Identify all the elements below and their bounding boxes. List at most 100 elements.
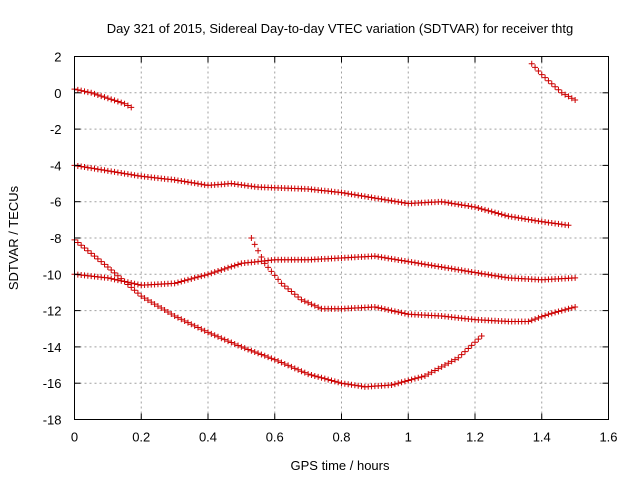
data-point: [388, 255, 395, 262]
data-point: [545, 77, 552, 84]
data-point: [468, 342, 475, 349]
data-point: [191, 274, 198, 281]
data-point: [101, 167, 108, 174]
data-point: [161, 307, 168, 314]
data-point: [101, 94, 108, 101]
data-point: [502, 274, 509, 281]
data-point: [174, 177, 181, 184]
data-point: [111, 276, 118, 283]
y-axis-label: SDTVAR / TECUs: [6, 185, 21, 290]
data-point: [458, 267, 465, 274]
data-point: [285, 285, 292, 292]
data-point: [225, 338, 232, 345]
data-point: [298, 296, 305, 303]
data-point: [124, 171, 131, 178]
data-point: [131, 287, 138, 294]
data-point: [371, 195, 378, 202]
x-tick-label: 0.6: [266, 430, 284, 445]
data-point: [198, 326, 205, 333]
data-point: [108, 266, 115, 273]
data-point: [74, 86, 81, 93]
data-point: [451, 266, 458, 273]
data-point: [358, 383, 365, 390]
data-point: [468, 203, 475, 210]
data-point: [178, 178, 185, 185]
data-point: [565, 93, 572, 100]
data-point: [255, 247, 262, 254]
data-point: [411, 375, 418, 382]
data-point: [168, 311, 175, 318]
data-point: [338, 189, 345, 196]
data-point: [221, 265, 228, 272]
data-point: [512, 214, 519, 221]
data-point: [118, 170, 125, 177]
data-point: [485, 207, 492, 214]
data-point: [305, 299, 312, 306]
series-sat-a: [71, 86, 135, 111]
data-point: [421, 261, 428, 268]
data-point: [435, 263, 442, 270]
data-point: [351, 382, 358, 389]
data-point: [388, 197, 395, 204]
data-point: [275, 276, 282, 283]
data-point: [455, 354, 462, 361]
data-point: [472, 339, 478, 346]
data-point: [355, 192, 362, 199]
data-point: [562, 91, 569, 98]
y-tick-label: -8: [50, 231, 62, 246]
x-tick-label: 0: [71, 430, 78, 445]
data-point: [295, 293, 302, 300]
data-point: [208, 330, 215, 337]
data-point: [535, 68, 542, 75]
data-point: [111, 168, 118, 175]
data-point: [488, 272, 495, 279]
data-point: [431, 262, 438, 269]
data-point: [158, 305, 165, 312]
data-point: [174, 314, 181, 321]
data-point: [441, 264, 448, 271]
data-point: [131, 172, 138, 179]
data-point: [341, 190, 348, 197]
data-point: [478, 333, 485, 340]
data-point: [495, 273, 502, 280]
data-point: [502, 212, 509, 219]
data-point: [248, 235, 255, 241]
data-point: [281, 360, 288, 367]
data-point: [391, 381, 398, 388]
data-point: [235, 261, 242, 268]
data-point: [465, 203, 472, 210]
data-point: [415, 374, 422, 381]
data-point: [381, 196, 388, 203]
data-point: [525, 216, 532, 223]
x-tick-label: 0.2: [132, 430, 150, 445]
data-point: [301, 369, 308, 376]
data-point: [495, 210, 502, 217]
data-point: [552, 309, 559, 316]
data-point: [198, 181, 205, 188]
data-point: [448, 200, 455, 207]
data-point: [111, 97, 118, 104]
data-point: [278, 359, 285, 366]
data-point: [218, 266, 225, 273]
data-point: [278, 280, 285, 287]
data-point: [488, 208, 495, 215]
data-point: [124, 102, 131, 109]
data-point: [548, 80, 555, 87]
data-point: [218, 335, 225, 342]
data-point: [174, 279, 181, 286]
data-point: [518, 215, 525, 222]
data-point: [138, 293, 145, 300]
data-point: [445, 265, 452, 272]
data-point: [248, 347, 255, 354]
y-tick-label: 0: [54, 86, 61, 101]
data-point: [318, 374, 325, 381]
data-point: [88, 250, 95, 257]
data-point: [98, 166, 105, 173]
data-point: [238, 343, 245, 350]
data-point: [84, 164, 91, 171]
data-point: [211, 332, 218, 339]
data-point: [415, 260, 422, 267]
data-point: [78, 242, 85, 249]
data-point: [478, 270, 485, 277]
